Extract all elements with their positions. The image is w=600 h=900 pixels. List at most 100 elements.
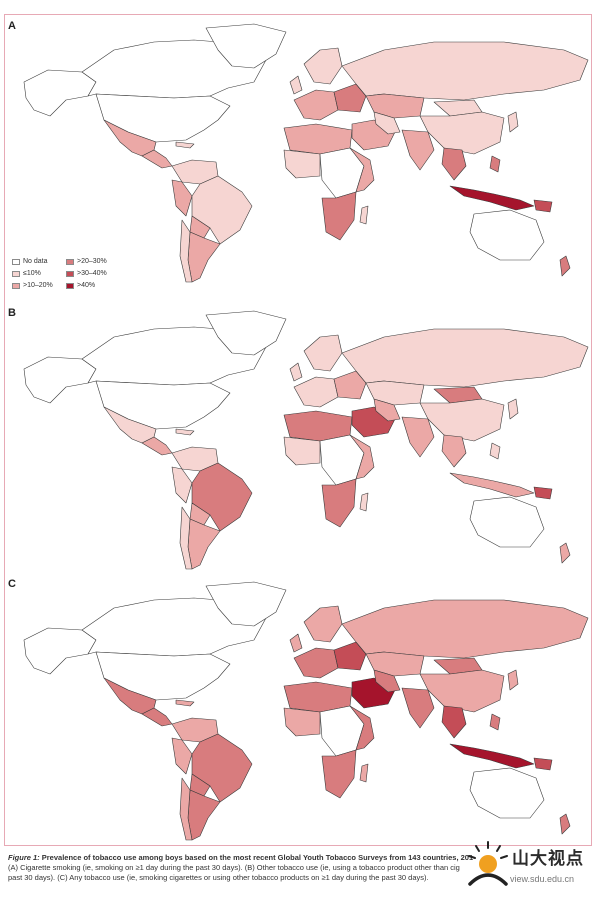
region-japan <box>507 669 519 691</box>
region-chile <box>179 219 193 283</box>
region-china <box>419 398 505 442</box>
region-east-africa <box>349 705 375 751</box>
region-scandinavia <box>303 334 343 372</box>
region-australia <box>469 209 545 261</box>
region-cuba <box>175 141 195 149</box>
watermark-logo-icon <box>468 841 508 886</box>
region-southern-africa <box>321 478 357 528</box>
region-madagascar <box>359 205 369 225</box>
legend-label: No data <box>23 258 48 265</box>
region-canada <box>81 597 267 657</box>
region-greenland <box>205 581 287 627</box>
region-png <box>533 486 553 500</box>
panel-b-label: B <box>8 307 16 319</box>
region-indonesia <box>449 185 535 211</box>
region-china <box>419 669 505 713</box>
region-brazil <box>191 462 253 532</box>
region-iran <box>373 111 401 135</box>
region-alaska <box>23 69 97 117</box>
region-japan <box>507 398 519 420</box>
panel-a-label: A <box>8 20 16 32</box>
region-peru <box>171 179 193 217</box>
legend-item-no-data: No data <box>12 258 48 265</box>
region-png <box>533 757 553 771</box>
region-cuba <box>175 699 195 707</box>
region-russia <box>341 328 589 388</box>
region-southern-africa <box>321 191 357 241</box>
region-philippines <box>489 155 501 173</box>
region-china <box>419 111 505 155</box>
region-russia <box>341 41 589 101</box>
world-map-panel-b <box>23 310 589 570</box>
legend-label: >20–30% <box>77 258 107 265</box>
region-peru <box>171 737 193 775</box>
legend-label: >10–20% <box>23 282 53 289</box>
region-india <box>401 416 435 458</box>
watermark-text: 山大视点 <box>512 849 584 868</box>
region-new-zealand <box>559 255 571 277</box>
legend-swatch <box>66 270 74 277</box>
legend-label: ≤10% <box>23 270 41 277</box>
region-scandinavia <box>303 47 343 85</box>
legend-label: >40% <box>77 282 96 289</box>
legend-swatch <box>12 258 20 265</box>
region-india <box>401 687 435 729</box>
region-madagascar <box>359 492 369 512</box>
region-western-europe <box>293 376 339 408</box>
region-greenland <box>205 310 287 356</box>
region-alaska <box>23 356 97 404</box>
region-canada <box>81 39 267 99</box>
legend-swatch <box>66 282 74 289</box>
region-argentina <box>187 518 221 570</box>
region-png <box>533 199 553 213</box>
figure-caption: Figure 1: Prevalence of tobacco use amon… <box>8 853 478 883</box>
region-argentina <box>187 231 221 283</box>
legend-item-le-10: ≤10% <box>12 270 41 277</box>
region-new-zealand <box>559 813 571 835</box>
legend-item-gt-40: >40% <box>66 282 95 289</box>
world-map-panel-c <box>23 581 589 841</box>
region-new-zealand <box>559 542 571 564</box>
legend-swatch <box>12 270 20 277</box>
region-west-africa <box>283 707 321 737</box>
region-iran <box>373 669 401 693</box>
region-eastern-europe <box>333 370 367 400</box>
region-philippines <box>489 442 501 460</box>
region-western-europe <box>293 89 339 121</box>
caption-title-text: Prevalence of tobacco use among boys bas… <box>41 853 474 862</box>
region-uk <box>289 75 303 95</box>
region-uk <box>289 362 303 382</box>
legend-swatch <box>12 282 20 289</box>
legend-item-20-30: >20–30% <box>66 258 107 265</box>
region-brazil <box>191 733 253 803</box>
caption-figure-label: Figure 1: <box>8 853 40 862</box>
region-eastern-europe <box>333 83 367 113</box>
region-greenland <box>205 23 287 69</box>
region-chile <box>179 506 193 570</box>
region-southeast-asia <box>441 147 467 181</box>
region-peru <box>171 466 193 504</box>
region-cuba <box>175 428 195 436</box>
legend-label: >30–40% <box>77 270 107 277</box>
region-southeast-asia <box>441 705 467 739</box>
region-russia <box>341 599 589 659</box>
region-western-europe <box>293 647 339 679</box>
region-east-africa <box>349 147 375 193</box>
region-australia <box>469 496 545 548</box>
region-indonesia <box>449 743 535 769</box>
region-central-america <box>141 436 173 456</box>
region-indonesia <box>449 472 535 498</box>
region-madagascar <box>359 763 369 783</box>
region-argentina <box>187 789 221 841</box>
region-chile <box>179 777 193 841</box>
watermark-url: view.sdu.edu.cn <box>510 874 575 884</box>
legend-item-10-20: >10–20% <box>12 282 53 289</box>
region-philippines <box>489 713 501 731</box>
region-brazil <box>191 175 253 245</box>
caption-body-line-2: past 30 days). (C) Any tobacco use (ie, … <box>8 873 429 882</box>
region-uk <box>289 633 303 653</box>
region-southern-africa <box>321 749 357 799</box>
region-central-america <box>141 707 173 727</box>
region-eastern-europe <box>333 641 367 671</box>
region-japan <box>507 111 519 133</box>
